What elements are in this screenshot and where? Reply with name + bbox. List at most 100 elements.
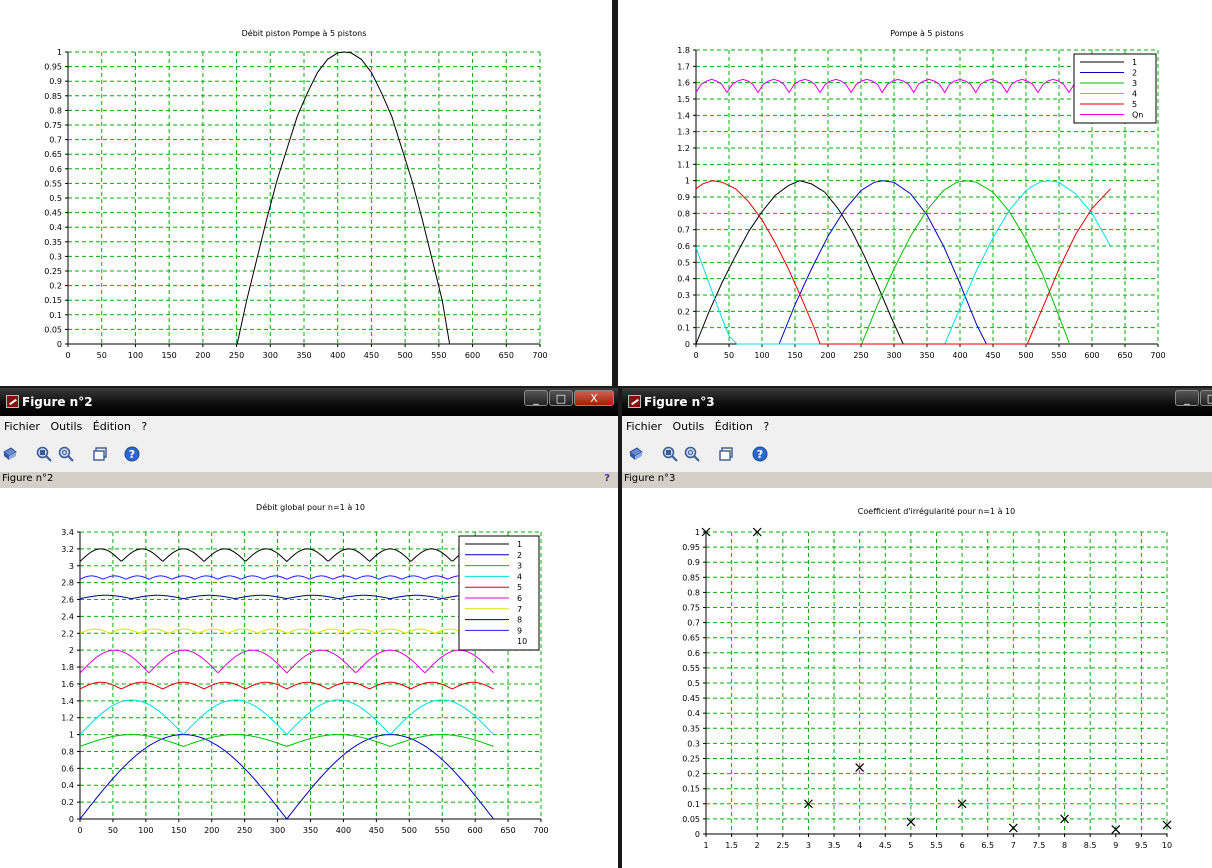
maximize-button[interactable]: □	[549, 390, 573, 406]
zoom-in-icon[interactable]	[662, 446, 678, 462]
minimize-button[interactable]: _	[1175, 390, 1199, 406]
x-tick-label: 6	[960, 841, 965, 850]
y-tick-label: 0.75	[44, 121, 62, 130]
y-tick-label: 0.5	[687, 679, 700, 688]
help-marker[interactable]: ?	[604, 473, 610, 484]
y-tick-label: 1.2	[677, 144, 690, 153]
x-tick-label: 500	[398, 351, 413, 360]
window-icon[interactable]	[718, 446, 734, 462]
y-tick-label: 0.7	[677, 226, 690, 235]
y-tick-label: 1.4	[677, 111, 690, 120]
y-tick-label: 0.9	[49, 77, 62, 86]
menu-bar: Fichier Outils Édition ?	[0, 416, 618, 436]
series-line-8	[79, 594, 494, 600]
x-tick-label: 400	[330, 351, 345, 360]
y-tick-label: 0	[69, 815, 74, 824]
help-icon[interactable]: ?	[752, 446, 768, 462]
series-line-4	[79, 699, 494, 736]
plot-area: Coefficient d'irrégularité pour n=1 à 10…	[622, 488, 1212, 868]
scatter-point	[804, 799, 813, 809]
x-tick-label: 200	[195, 351, 210, 360]
legend-label: 3	[1132, 79, 1137, 88]
y-tick-label: 2.6	[61, 596, 74, 605]
menu-fichier[interactable]: Fichier	[4, 420, 40, 433]
x-tick-label: 8.5	[1084, 841, 1097, 850]
y-tick-label: 0.25	[682, 755, 700, 764]
menu-help[interactable]: ?	[141, 420, 148, 433]
scatter-point	[701, 527, 711, 537]
legend-label: Qn	[1132, 111, 1143, 120]
x-tick-label: 100	[754, 351, 769, 360]
x-tick-label: 200	[204, 826, 219, 835]
y-tick-label: 2.4	[61, 612, 74, 621]
title-bar[interactable]: Figure n°3 _ □	[622, 388, 1212, 416]
minimize-button[interactable]: _	[524, 390, 548, 406]
chart-debit-piston: Débit piston Pompe à 5 pistons 0 50 100 150 2…	[44, 28, 547, 360]
y-tick-label: 0.1	[49, 311, 62, 320]
rotate-icon[interactable]	[628, 446, 644, 462]
y-tick-label: 0.1	[677, 324, 690, 333]
y-tick-label: 0	[57, 340, 62, 349]
zoom-in-icon[interactable]	[36, 446, 52, 462]
y-tick-label: 1.6	[61, 680, 74, 689]
y-tick-label: 1	[69, 731, 74, 740]
y-tick-label: 1.8	[677, 46, 690, 55]
y-tick-label: 0.95	[44, 63, 62, 72]
menu-edition[interactable]: Édition	[714, 420, 753, 433]
x-tick-label: 250	[853, 351, 868, 360]
x-tick-label: 50	[108, 826, 118, 835]
y-tick-label: 0	[685, 340, 690, 349]
rotate-icon[interactable]	[2, 446, 18, 462]
y-tick-label: 2.2	[61, 629, 74, 638]
close-button[interactable]: X	[574, 390, 614, 406]
menu-fichier[interactable]: Fichier	[626, 420, 662, 433]
zoom-out-icon[interactable]	[58, 446, 74, 462]
scatter-point	[957, 799, 967, 809]
legend-label: 2	[517, 551, 522, 560]
menu-edition[interactable]: Édition	[92, 420, 131, 433]
x-tick-label: 350	[919, 351, 934, 360]
menu-outils[interactable]: Outils	[672, 420, 705, 433]
x-tick-label: 2	[755, 841, 760, 850]
x-tick-label: 0	[65, 351, 70, 360]
y-tick-label: 0.8	[687, 588, 700, 597]
chart-title: Pompe à 5 pistons	[890, 29, 964, 38]
x-tick-label: 600	[468, 826, 483, 835]
y-tick-label: 0.8	[61, 747, 74, 756]
menu-outils[interactable]: Outils	[50, 420, 83, 433]
y-tick-label: 1	[695, 528, 700, 537]
series-line-1	[79, 548, 494, 563]
figure-3-window[interactable]: Figure n°3 _ □ Fichier Outils Édition ? …	[622, 388, 1212, 868]
maximize-button[interactable]: □	[1200, 390, 1212, 406]
menu-help[interactable]: ?	[763, 420, 770, 433]
x-tick-label: 400	[952, 351, 967, 360]
legend-box	[1073, 53, 1157, 124]
x-tick-label: 650	[1117, 351, 1132, 360]
title-bar[interactable]: Figure n°2 _ □ X	[0, 388, 618, 416]
x-tick-label: 350	[296, 351, 311, 360]
y-tick-label: 0.35	[44, 238, 62, 247]
legend-label: 4	[517, 572, 522, 581]
y-tick-label: 0.5	[677, 258, 690, 267]
help-icon[interactable]: ?	[124, 446, 140, 462]
zoom-out-icon[interactable]	[684, 446, 700, 462]
y-tick-label: 1.3	[677, 128, 690, 137]
y-tick-label: 1.2	[61, 714, 74, 723]
series-line-5	[79, 681, 494, 690]
x-tick-label: 7.5	[1033, 841, 1046, 850]
figure-1-plot-pane: Débit piston Pompe à 5 pistons 0 50 100 150 2…	[0, 0, 612, 386]
series-line-2	[79, 734, 494, 820]
window-icon[interactable]	[92, 446, 108, 462]
y-tick-label: 0.05	[682, 815, 700, 824]
series-line-3	[861, 180, 1071, 345]
y-tick-label: 0.55	[682, 664, 700, 673]
figure-2-window[interactable]: Figure n°2 _ □ X Fichier Outils Édition …	[0, 388, 618, 868]
x-tick-label: 8	[1062, 841, 1067, 850]
x-tick-label: 250	[237, 826, 252, 835]
scatter-point	[1162, 820, 1172, 830]
x-tick-label: 5.5	[930, 841, 943, 850]
x-tick-label: 400	[336, 826, 351, 835]
legend-label: 3	[517, 562, 522, 571]
legend-label: 10	[517, 637, 527, 646]
